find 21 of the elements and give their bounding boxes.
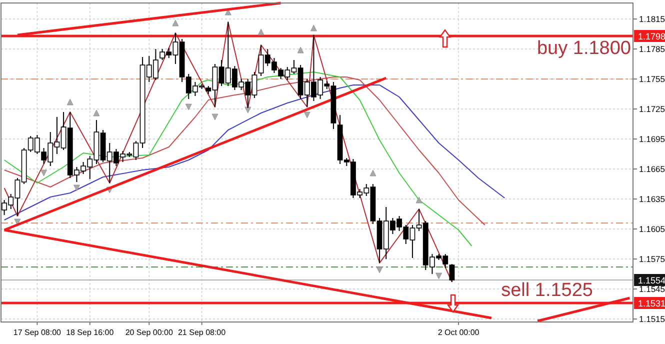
- y-tick-label: 1.1725: [639, 104, 665, 114]
- x-tick-label: 17 Sep 08:00: [13, 328, 62, 337]
- ref-line-label: 1.1531: [638, 298, 665, 308]
- x-tick-label: 18 Sep 16:00: [66, 328, 114, 337]
- x-tick-label: 20 Sep 00:00: [125, 328, 174, 337]
- y-tick-label: 1.1785: [639, 44, 665, 54]
- y-tick-label: 1.1695: [639, 134, 665, 144]
- y-tick-label: 1.1635: [639, 194, 665, 204]
- annotation: buy 1.1800: [536, 38, 631, 59]
- y-tick-label: 1.1575: [639, 254, 665, 264]
- ref-line-label: 1.1798: [638, 32, 665, 42]
- y-tick-label: 1.1755: [639, 74, 665, 84]
- y-tick-label: 1.1605: [639, 224, 665, 234]
- ref-line-label: 1.1554: [638, 276, 665, 286]
- y-tick-label: 1.1665: [639, 164, 665, 174]
- x-tick-label: 21 Sep 08:00: [178, 328, 226, 337]
- y-tick-label: 1.1815: [639, 14, 665, 24]
- annotation: sell 1.1525: [501, 280, 593, 301]
- x-tick-label: 2 Oct 00:00: [438, 328, 480, 337]
- y-tick-label: 1.1515: [639, 314, 665, 324]
- y-tick-label: 1.1545: [639, 284, 665, 294]
